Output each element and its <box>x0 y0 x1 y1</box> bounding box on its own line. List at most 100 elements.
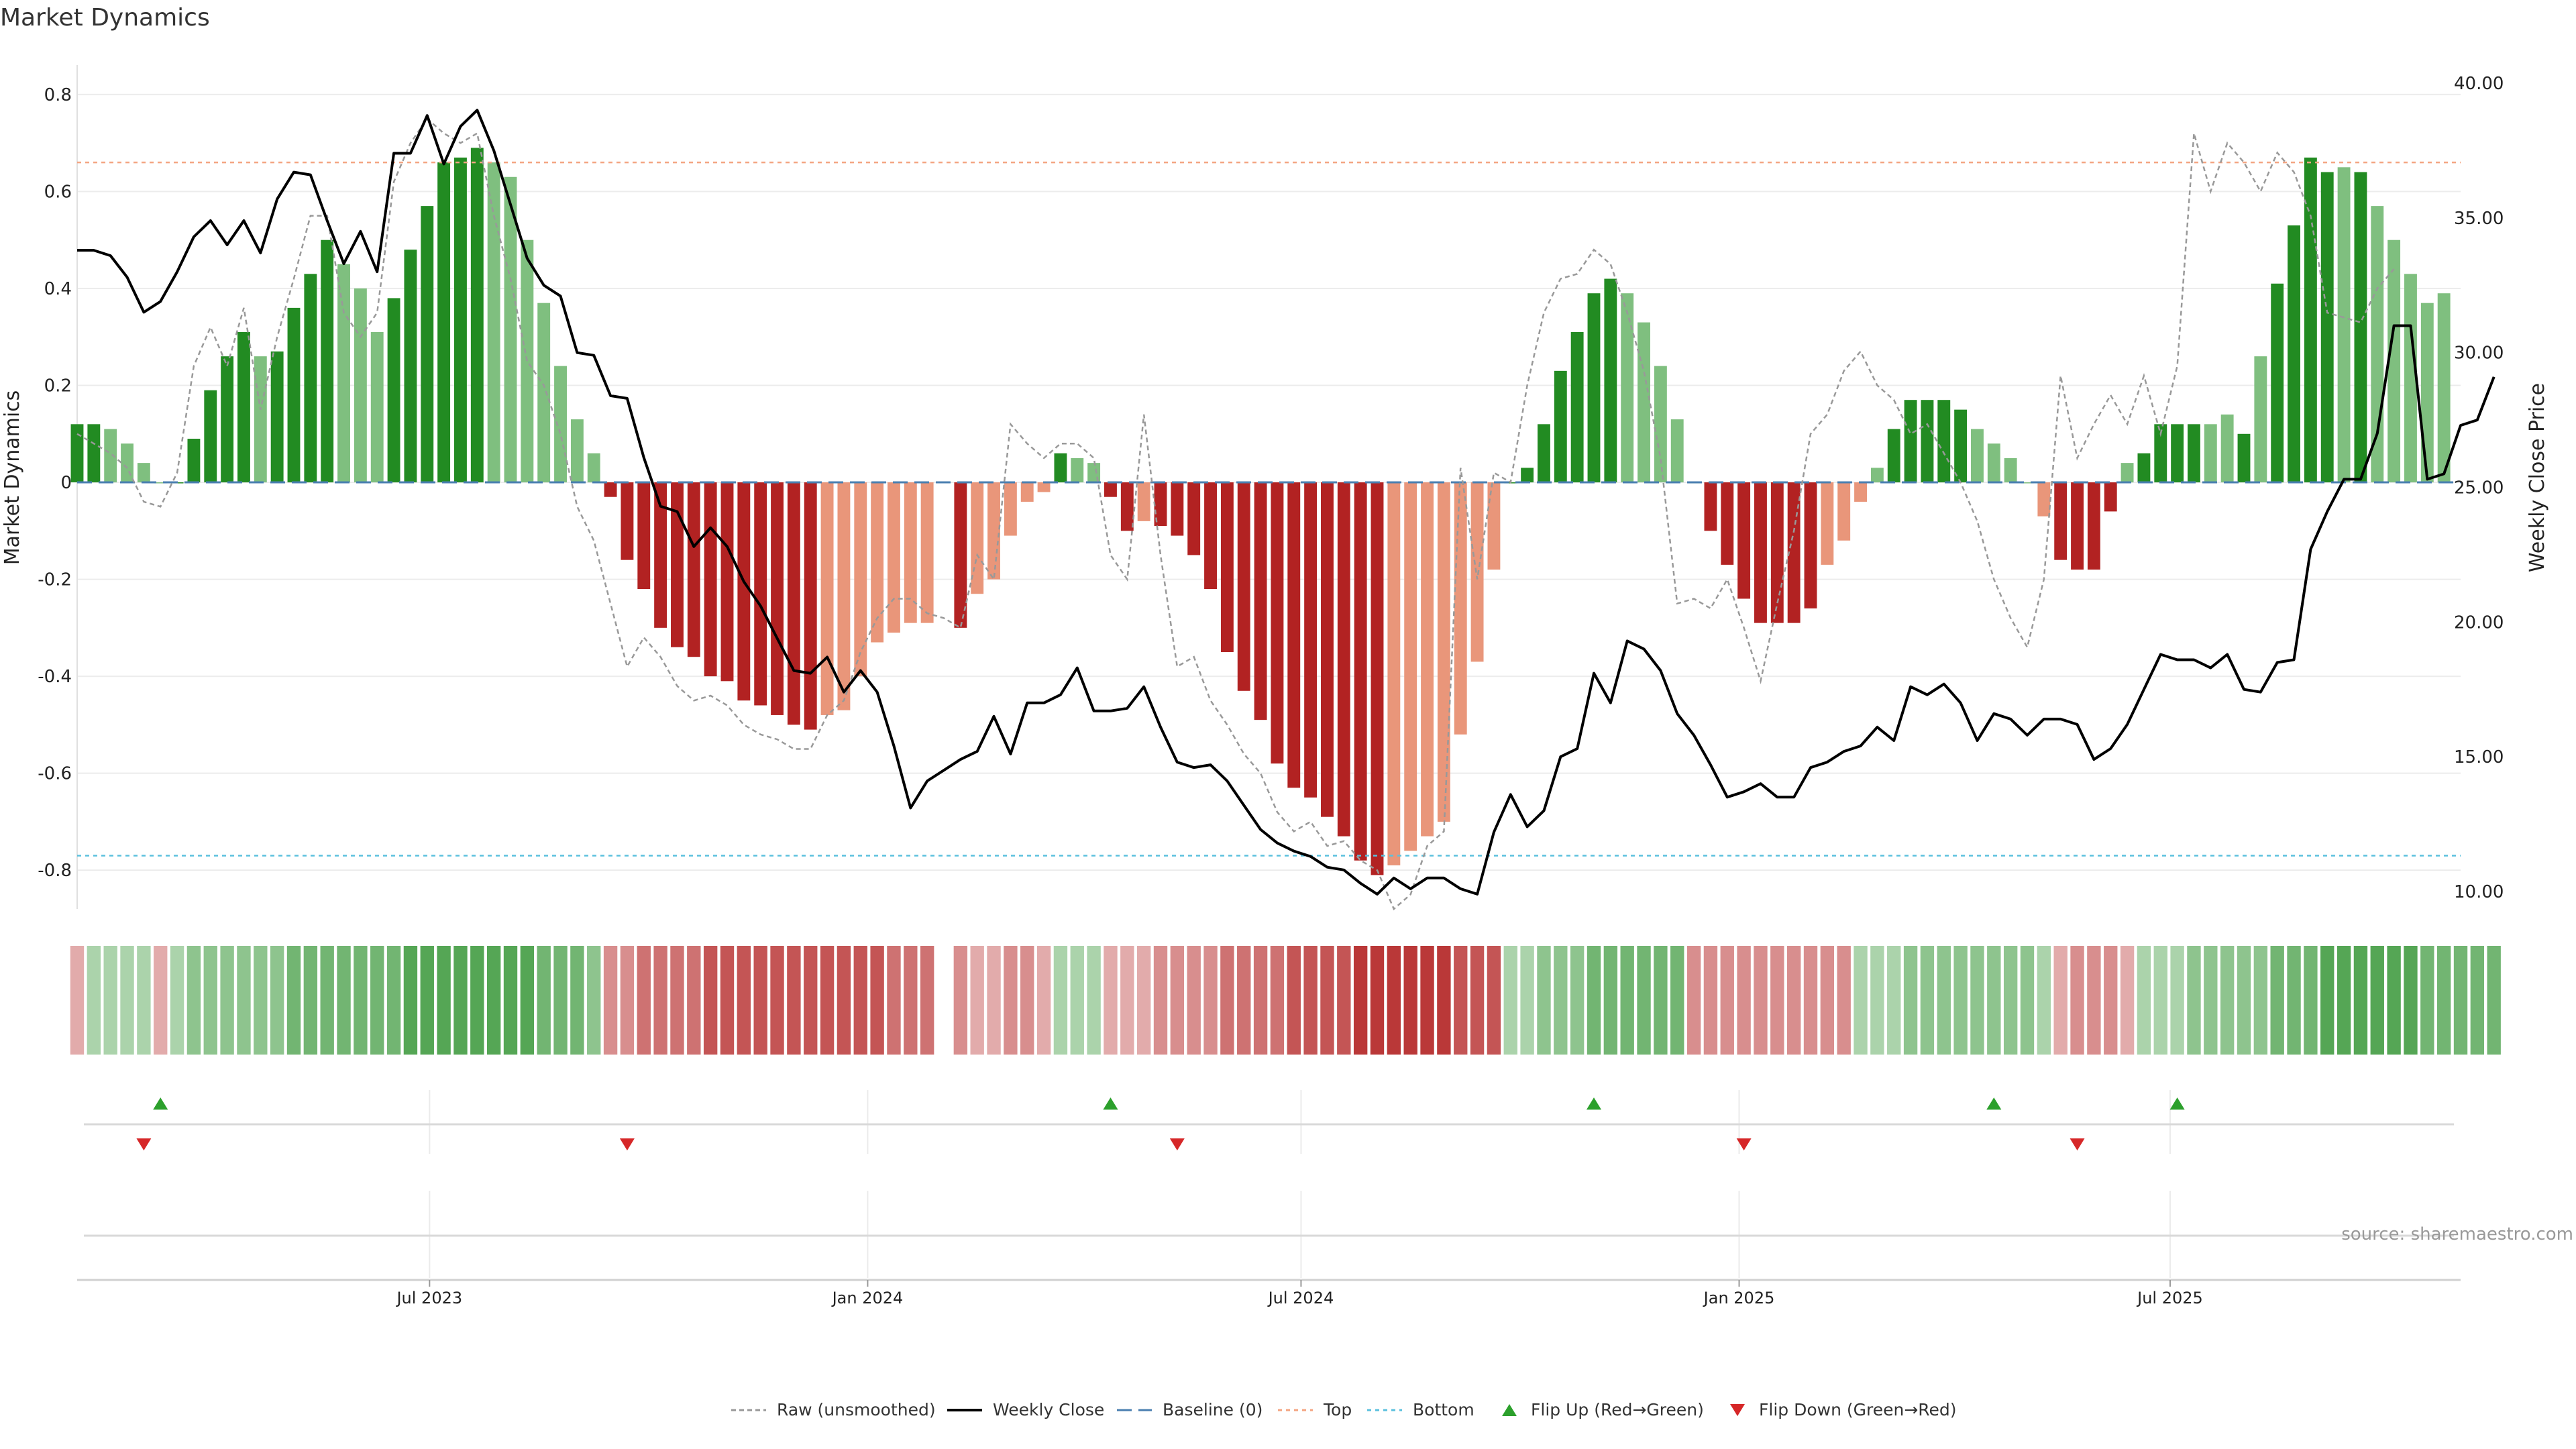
dynamics-bar <box>587 453 600 483</box>
source-credit: source: sharemaestro.com <box>2341 1224 2573 1244</box>
dynamics-bar <box>2220 414 2234 483</box>
flip-up-marker <box>153 1097 168 1110</box>
dynamics-bar <box>1821 482 1834 565</box>
left-tick-label: 0.2 <box>44 376 72 396</box>
heat-cell <box>1053 946 1068 1055</box>
dynamics-bar <box>1887 429 1900 483</box>
heat-cell <box>70 946 85 1055</box>
heat-cell <box>2003 946 2018 1055</box>
dynamics-bar <box>70 424 84 483</box>
dynamics-bar <box>1837 482 1851 541</box>
heat-cell <box>2304 946 2318 1055</box>
dynamics-bar <box>1521 468 1534 483</box>
heat-cell <box>270 946 284 1055</box>
dynamics-bar <box>137 463 150 483</box>
heat-strip <box>70 946 2501 1055</box>
left-tick-label: 0.4 <box>44 279 72 299</box>
heat-cell <box>1136 946 1151 1055</box>
heat-cell <box>237 946 251 1055</box>
heat-cell <box>2237 946 2251 1055</box>
flip-down-marker <box>2070 1138 2085 1150</box>
heat-cell <box>354 946 368 1055</box>
dynamics-bar <box>2021 482 2034 484</box>
heat-cell <box>103 946 117 1055</box>
heat-cell <box>2104 946 2118 1055</box>
dynamics-bar <box>1937 400 1951 483</box>
heat-cell <box>186 946 201 1055</box>
heat-cell <box>987 946 1001 1055</box>
dynamics-bar <box>204 390 217 483</box>
flip-down-marker <box>1169 1138 1185 1150</box>
heat-cell <box>1487 946 1501 1055</box>
dynamics-bar <box>2237 433 2251 483</box>
dynamics-bar <box>104 429 117 483</box>
dynamics-bar <box>470 148 484 483</box>
dynamics-bar <box>154 482 167 484</box>
heat-cell <box>2387 946 2401 1055</box>
dynamics-bar <box>1470 482 1484 662</box>
dynamics-bar <box>671 482 684 647</box>
heat-cell <box>1337 946 1351 1055</box>
dynamics-bar <box>521 239 534 483</box>
dynamics-bar <box>2171 424 2184 483</box>
heat-cell <box>2337 946 2351 1055</box>
heat-cell <box>1570 946 1585 1055</box>
dynamics-bar <box>1904 400 1917 483</box>
dynamics-bar <box>2337 167 2351 483</box>
dynamics-bar <box>1104 482 1117 497</box>
dynamics-bar <box>1971 429 1984 483</box>
legend-label: Raw (unsmoothed) <box>777 1400 936 1419</box>
dynamics-bar <box>1921 400 1934 483</box>
dynamics-bar <box>1120 482 1134 531</box>
dynamics-bar <box>804 482 817 730</box>
dynamics-bar <box>687 482 700 657</box>
dynamics-bar <box>1004 482 1017 536</box>
heat-cell <box>1104 946 1118 1055</box>
dynamics-bar <box>1737 482 1751 599</box>
chart-title: Market Dynamics <box>0 4 210 32</box>
heat-cell <box>1237 946 1251 1055</box>
dynamics-bar <box>337 264 350 483</box>
heat-cell <box>653 946 667 1055</box>
heat-cell <box>2436 946 2451 1055</box>
dynamics-bar <box>537 303 551 483</box>
heat-cell <box>1803 946 1818 1055</box>
dynamics-bar <box>2137 453 2151 483</box>
dynamics-bar <box>2304 157 2317 483</box>
dynamics-bar <box>654 482 667 628</box>
heat-cell <box>1387 946 1401 1055</box>
dynamics-bar <box>2104 482 2117 512</box>
dynamics-bar <box>554 366 567 483</box>
heat-cell <box>603 946 618 1055</box>
flip-up-marker <box>1587 1097 1601 1110</box>
heat-cell <box>1887 946 1901 1055</box>
heat-cell <box>1953 946 1968 1055</box>
dynamics-bar <box>1454 482 1467 735</box>
dynamics-bar <box>1804 482 1817 608</box>
dynamics-bar <box>1204 482 1217 590</box>
x-tick-label: Jan 2025 <box>1703 1289 1775 1307</box>
heat-cell <box>804 946 818 1055</box>
dynamics-bar <box>637 482 651 590</box>
dynamics-bar <box>704 482 717 677</box>
dynamics-bar <box>287 307 301 483</box>
heat-cell <box>1437 946 1451 1055</box>
heat-cell <box>1703 946 1718 1055</box>
dynamics-bar <box>1137 482 1150 521</box>
dynamics-bar <box>1171 482 1184 536</box>
legend-label: Flip Up (Red→Green) <box>1531 1400 1704 1419</box>
dynamics-bar <box>504 176 517 483</box>
heat-cell <box>837 946 851 1055</box>
legend-swatch <box>1502 1404 1517 1416</box>
dynamics-bar <box>1621 293 1634 483</box>
right-tick-label: 30.00 <box>2454 343 2504 364</box>
dynamics-bar <box>1354 482 1367 861</box>
dynamics-bar <box>1954 409 1968 483</box>
heat-cell <box>1554 946 1568 1055</box>
grid-layer <box>76 65 2461 909</box>
dynamics-bar <box>1437 482 1450 822</box>
left-axis-ticks: 0.8 0.6 0.4 0.2 0 -0.2 -0.4 -0.6 -0.8 <box>38 85 72 881</box>
heat-cell <box>1720 946 1734 1055</box>
dynamics-bar <box>621 482 634 560</box>
dynamics-bar <box>1271 482 1284 764</box>
